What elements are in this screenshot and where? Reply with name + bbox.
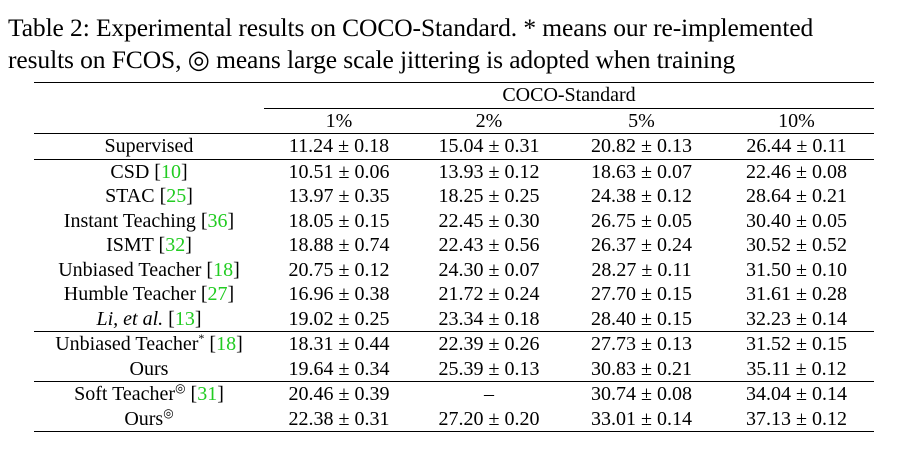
table-row: Soft Teacher◎ [31] 20.46 ± 0.39 – 30.74 … (34, 381, 874, 407)
value-cell: 22.45 ± 0.30 (438, 209, 540, 232)
column-header-1pct: 1% (325, 109, 353, 132)
value-cell: – (414, 381, 564, 407)
value-cell: 27.70 ± 0.15 (591, 283, 692, 306)
value-cell: 24.30 ± 0.07 (438, 258, 540, 281)
method-cell: Unbiased Teacher [18] (58, 258, 240, 281)
results-table: COCO-Standard 1% 2% 5% 10% Supervised 11… (34, 82, 874, 432)
value-cell: 11.24 ± 0.18 (264, 133, 414, 159)
method-cell: Supervised (34, 133, 264, 159)
value-cell: 31.61 ± 0.28 (746, 283, 847, 306)
header-group-label: COCO-Standard (264, 82, 874, 109)
value-cell: 16.96 ± 0.38 (288, 283, 390, 306)
table-row: Instant Teaching [36] 18.05 ± 0.15 22.45… (34, 209, 874, 234)
value-cell-best: 27.20 ± 0.20 (414, 406, 564, 432)
table-row: Ours 19.64 ± 0.34 25.39 ± 0.13 30.83 ± 0… (34, 357, 874, 382)
value-cell: 31.50 ± 0.10 (746, 258, 847, 281)
value-cell: 32.23 ± 0.14 (746, 307, 847, 330)
value-cell: 27.73 ± 0.13 (564, 331, 719, 357)
value-cell: 28.40 ± 0.15 (591, 307, 692, 330)
value-cell: 19.64 ± 0.34 (288, 357, 390, 380)
value-cell: 18.63 ± 0.07 (564, 158, 719, 184)
method-cell: STAC [25] (105, 185, 193, 208)
value-cell: 22.43 ± 0.56 (438, 234, 540, 257)
citation-link[interactable]: 27 (207, 283, 228, 306)
value-cell: 31.52 ± 0.15 (719, 331, 874, 357)
header-columns-row: 1% 2% 5% 10% (34, 108, 874, 134)
value-cell: 30.40 ± 0.05 (746, 209, 847, 232)
table-row: ISMT [32] 18.88 ± 0.74 22.43 ± 0.56 26.3… (34, 233, 874, 258)
method-cell: Humble Teacher [27] (63, 283, 235, 306)
citation-link[interactable]: 18 (216, 333, 237, 356)
method-cell: Soft Teacher◎ [31] (34, 381, 264, 407)
value-cell-best: 37.13 ± 0.12 (719, 406, 874, 432)
method-cell: Ours (129, 357, 169, 380)
value-cell-best: 35.11 ± 0.12 (746, 357, 847, 380)
method-cell: CSD [10] (34, 158, 264, 184)
caption-line-2: results on FCOS, ◎ means large scale jit… (8, 45, 736, 74)
citation-link[interactable]: 36 (207, 209, 228, 232)
value-cell: 30.74 ± 0.08 (564, 381, 719, 407)
header-empty-cell (34, 82, 264, 108)
value-cell: 26.44 ± 0.11 (719, 133, 874, 159)
value-cell: 19.02 ± 0.25 (288, 307, 390, 330)
caption-line-1: Table 2: Experimental results on COCO-St… (8, 13, 814, 42)
value-cell: 28.64 ± 0.21 (746, 185, 847, 208)
value-cell: 21.72 ± 0.24 (438, 283, 540, 306)
table-row: Supervised 11.24 ± 0.18 15.04 ± 0.31 20.… (34, 133, 874, 159)
value-cell: 24.38 ± 0.12 (591, 185, 692, 208)
citation-link[interactable]: 13 (174, 307, 195, 330)
value-cell: 18.25 ± 0.25 (438, 185, 540, 208)
value-cell-best: 30.83 ± 0.21 (591, 357, 692, 380)
table-row: Ours◎ 22.38 ± 0.31 27.20 ± 0.20 33.01 ± … (34, 406, 874, 432)
header-group-row: COCO-Standard (34, 82, 874, 109)
value-cell-best: 25.39 ± 0.13 (438, 357, 540, 380)
method-cell: Unbiased Teacher* [18] (34, 331, 264, 357)
citation-link[interactable]: 32 (165, 234, 186, 257)
table-row: Li, et al. [13] 19.02 ± 0.25 23.34 ± 0.1… (34, 307, 874, 332)
value-cell: 22.39 ± 0.26 (414, 331, 564, 357)
column-header-10pct: 10% (778, 109, 815, 132)
table-caption: Table 2: Experimental results on COCO-St… (8, 12, 894, 76)
value-cell: 23.34 ± 0.18 (438, 307, 540, 330)
table-row: Humble Teacher [27] 16.96 ± 0.38 21.72 ±… (34, 282, 874, 307)
value-cell: 26.75 ± 0.05 (591, 209, 692, 232)
citation-link[interactable]: 31 (197, 383, 218, 406)
value-cell: 10.51 ± 0.06 (264, 158, 414, 184)
value-cell: 18.05 ± 0.15 (288, 209, 390, 232)
value-cell: 34.04 ± 0.14 (719, 381, 874, 407)
value-cell-best: 33.01 ± 0.14 (564, 406, 719, 432)
value-cell: 15.04 ± 0.31 (414, 133, 564, 159)
table-row: Unbiased Teacher* [18] 18.31 ± 0.44 22.3… (34, 331, 874, 357)
value-cell: 20.82 ± 0.13 (564, 133, 719, 159)
method-cell: Li, et al. [13] (96, 307, 202, 330)
value-cell: 13.93 ± 0.12 (414, 158, 564, 184)
value-cell: 30.52 ± 0.52 (746, 234, 847, 257)
value-cell-best: 20.75 ± 0.12 (288, 258, 390, 281)
method-cell: ISMT [32] (106, 234, 192, 257)
table-row: Unbiased Teacher [18] 20.75 ± 0.12 24.30… (34, 258, 874, 283)
value-cell: 18.88 ± 0.74 (288, 234, 390, 257)
table-row: CSD [10] 10.51 ± 0.06 13.93 ± 0.12 18.63… (34, 158, 874, 184)
method-cell: Ours◎ (34, 406, 264, 432)
value-cell: 26.37 ± 0.24 (591, 234, 692, 257)
citation-link[interactable]: 10 (160, 160, 181, 183)
value-cell: 18.31 ± 0.44 (264, 331, 414, 357)
value-cell: 13.97 ± 0.35 (288, 185, 390, 208)
value-cell-best: 22.38 ± 0.31 (264, 406, 414, 432)
header-empty-cell (34, 108, 264, 134)
method-cell: Instant Teaching [36] (63, 209, 235, 232)
citation-link[interactable]: 25 (166, 185, 187, 208)
citation-link[interactable]: 18 (213, 258, 234, 281)
column-header-2pct: 2% (475, 109, 503, 132)
value-cell: 28.27 ± 0.11 (591, 258, 692, 281)
value-cell: 22.46 ± 0.08 (719, 158, 874, 184)
table-row: STAC [25] 13.97 ± 0.35 18.25 ± 0.25 24.3… (34, 184, 874, 209)
column-header-5pct: 5% (628, 109, 655, 132)
value-cell: 20.46 ± 0.39 (264, 381, 414, 407)
